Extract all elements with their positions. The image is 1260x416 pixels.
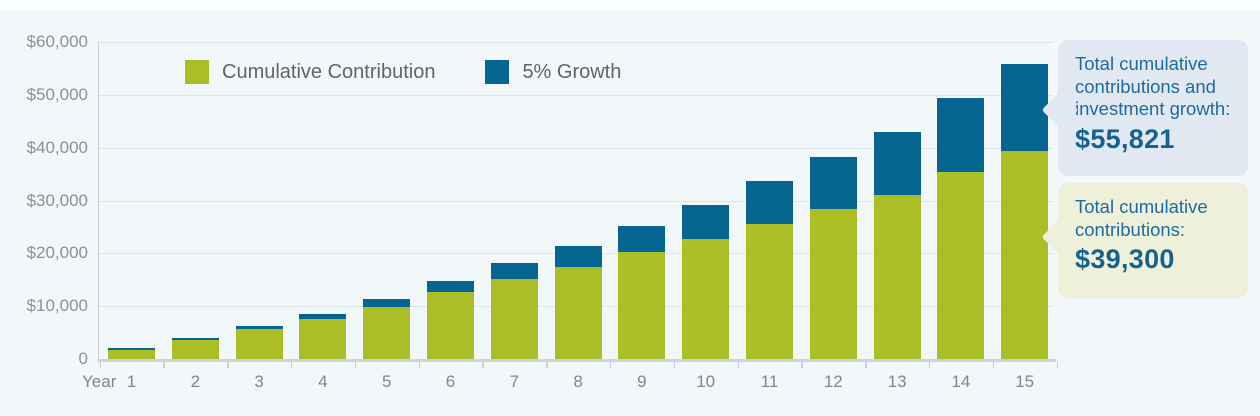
x-tick-label-year-15: 15: [1015, 372, 1035, 391]
x-axis-tick: [928, 361, 931, 368]
bar-contribution-year-4: [299, 318, 347, 359]
y-tick-label: $30,000: [26, 190, 88, 210]
x-axis-tick: [1056, 361, 1058, 368]
x-axis-tick: [992, 361, 995, 368]
bar-contribution-year-9: [618, 252, 666, 359]
x-axis-tick: [163, 361, 165, 368]
x-axis-tick: [99, 361, 101, 368]
x-tick-label-year-3: 3: [254, 372, 264, 391]
x-tick-label-year-1: 1: [126, 372, 137, 391]
x-tick-label-year-2: 2: [190, 372, 201, 391]
bar-growth-year-6: [427, 281, 474, 293]
callout-total-contributions-amount: $39,300: [1075, 244, 1175, 275]
x-tick-label-year-12: 12: [823, 372, 843, 391]
growth-swatch-icon: [485, 60, 510, 84]
bar-growth-year-14: [937, 98, 985, 173]
x-axis-tick: [737, 361, 739, 368]
contribution-swatch-icon: [185, 60, 209, 84]
bar-growth-year-13: [873, 132, 921, 196]
legend-label-contribution: Cumulative Contribution: [222, 60, 436, 83]
x-axis-tick: [354, 361, 357, 368]
bar-contribution-year-12: [809, 208, 857, 359]
x-axis-tick: [290, 361, 293, 368]
x-tick-label-year-7: 7: [509, 372, 520, 391]
x-tick-label-year-5: 5: [381, 372, 392, 391]
bar-contribution-year-11: [746, 223, 793, 359]
bar-growth-year-11: [746, 180, 793, 224]
bar-contribution-year-8: [554, 267, 602, 359]
x-axis-tick: [865, 361, 867, 368]
x-tick-label-year-10: 10: [696, 372, 716, 391]
gridline-60000: [97, 42, 1053, 43]
x-tick-label-year-13: 13: [887, 372, 907, 391]
bar-growth-year-15: [1001, 64, 1049, 152]
bar-contribution-year-6: [427, 292, 474, 359]
callout-total-with-growth-amount: $55,821: [1075, 123, 1175, 154]
x-axis-tick: [418, 361, 420, 368]
y-tick-label: 0: [78, 349, 88, 368]
y-axis-line: [97, 42, 99, 363]
callout-total-contributions-text: Total cumulative contributions:: [1075, 196, 1208, 240]
legend-label-growth: 5% Growth: [522, 60, 622, 83]
x-axis-tick: [673, 361, 676, 368]
gridline-40000: [97, 147, 1053, 149]
y-tick-label: $60,000: [26, 32, 88, 51]
callout-total-with-growth: Total cumulative contributions and inves…: [1041, 40, 1248, 176]
x-axis-line: [97, 359, 1056, 362]
bar-growth-year-1: [108, 347, 155, 350]
y-tick-label: $10,000: [26, 296, 88, 316]
x-axis-tick: [801, 361, 803, 368]
legend-item-growth: 5% Growth: [485, 60, 621, 84]
bar-growth-year-12: [809, 157, 857, 209]
bar-growth-year-4: [299, 313, 347, 319]
x-tick-label-year-14: 14: [951, 372, 971, 391]
y-tick-label: $40,000: [26, 137, 88, 157]
bar-contribution-year-15: [1001, 151, 1049, 359]
bar-contribution-year-2: [171, 340, 219, 359]
y-tick-label: $20,000: [26, 243, 88, 263]
x-axis-tick: [482, 361, 484, 368]
y-tick-label: $50,000: [26, 84, 88, 104]
callout-total-contributions: Total cumulative contributions: $39,300: [1041, 183, 1248, 298]
gridline-50000: [97, 94, 1053, 96]
bar-growth-year-5: [363, 298, 411, 307]
top-band: [0, 0, 1260, 9]
x-axis-tick: [546, 361, 548, 368]
x-tick-label-year-9: 9: [637, 372, 647, 391]
bar-contribution-year-3: [235, 328, 283, 359]
x-axis-tick: [609, 361, 612, 368]
bar-growth-year-3: [235, 326, 283, 329]
x-tick-label-year-4: 4: [318, 372, 328, 391]
bar-contribution-year-13: [873, 195, 921, 359]
bar-contribution-year-7: [490, 279, 538, 359]
x-axis-title: Year: [82, 372, 117, 391]
x-axis-tick: [227, 361, 229, 368]
bar-growth-year-9: [618, 226, 666, 253]
bar-growth-year-2: [171, 338, 219, 341]
x-tick-label-year-11: 11: [760, 372, 779, 391]
bar-contribution-year-5: [363, 306, 411, 359]
x-tick-label-year-8: 8: [573, 372, 583, 391]
chart-legend: Cumulative Contribution 5% Growth: [185, 60, 621, 84]
bar-growth-year-7: [490, 263, 538, 280]
bar-contribution-year-14: [937, 172, 985, 359]
callout-total-with-growth-text: Total cumulative contributions and inves…: [1075, 53, 1231, 120]
gridline-30000: [97, 200, 1053, 202]
legend-item-contribution: Cumulative Contribution: [185, 60, 435, 84]
bar-growth-year-8: [554, 245, 602, 268]
bar-contribution-year-10: [682, 239, 730, 359]
x-tick-label-year-6: 6: [445, 372, 456, 391]
bar-growth-year-10: [682, 205, 730, 240]
bar-contribution-year-1: [108, 350, 155, 359]
